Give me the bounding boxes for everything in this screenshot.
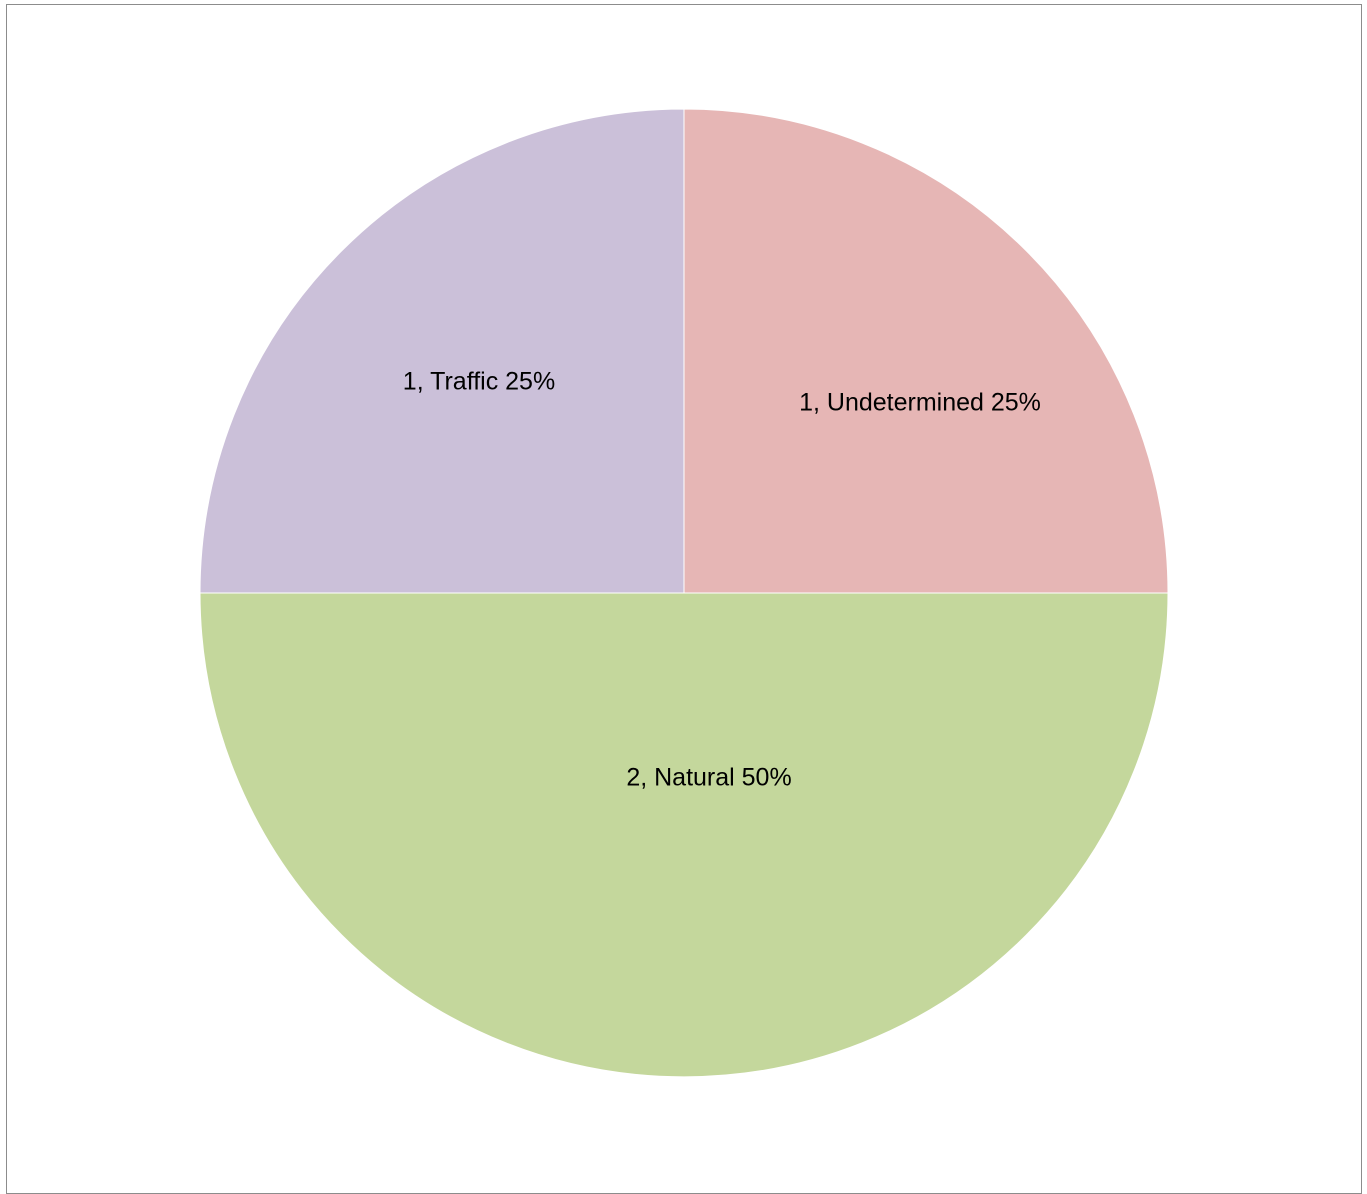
data-label-undetermined: 1, Undetermined 25%: [799, 389, 1041, 417]
pie-slice-undetermined: [683, 108, 1169, 594]
pie-data-labels: 1, Undetermined 25% 2, Natural 50% 1, Traf…: [403, 368, 1041, 792]
pie-slice-natural: [199, 592, 1169, 1078]
data-label-traffic: 1, Traffic 25%: [403, 368, 555, 396]
pie-slice-traffic: [199, 108, 685, 594]
data-label-natural: 2, Natural 50%: [626, 764, 791, 792]
pie-slices: [199, 108, 1169, 1078]
